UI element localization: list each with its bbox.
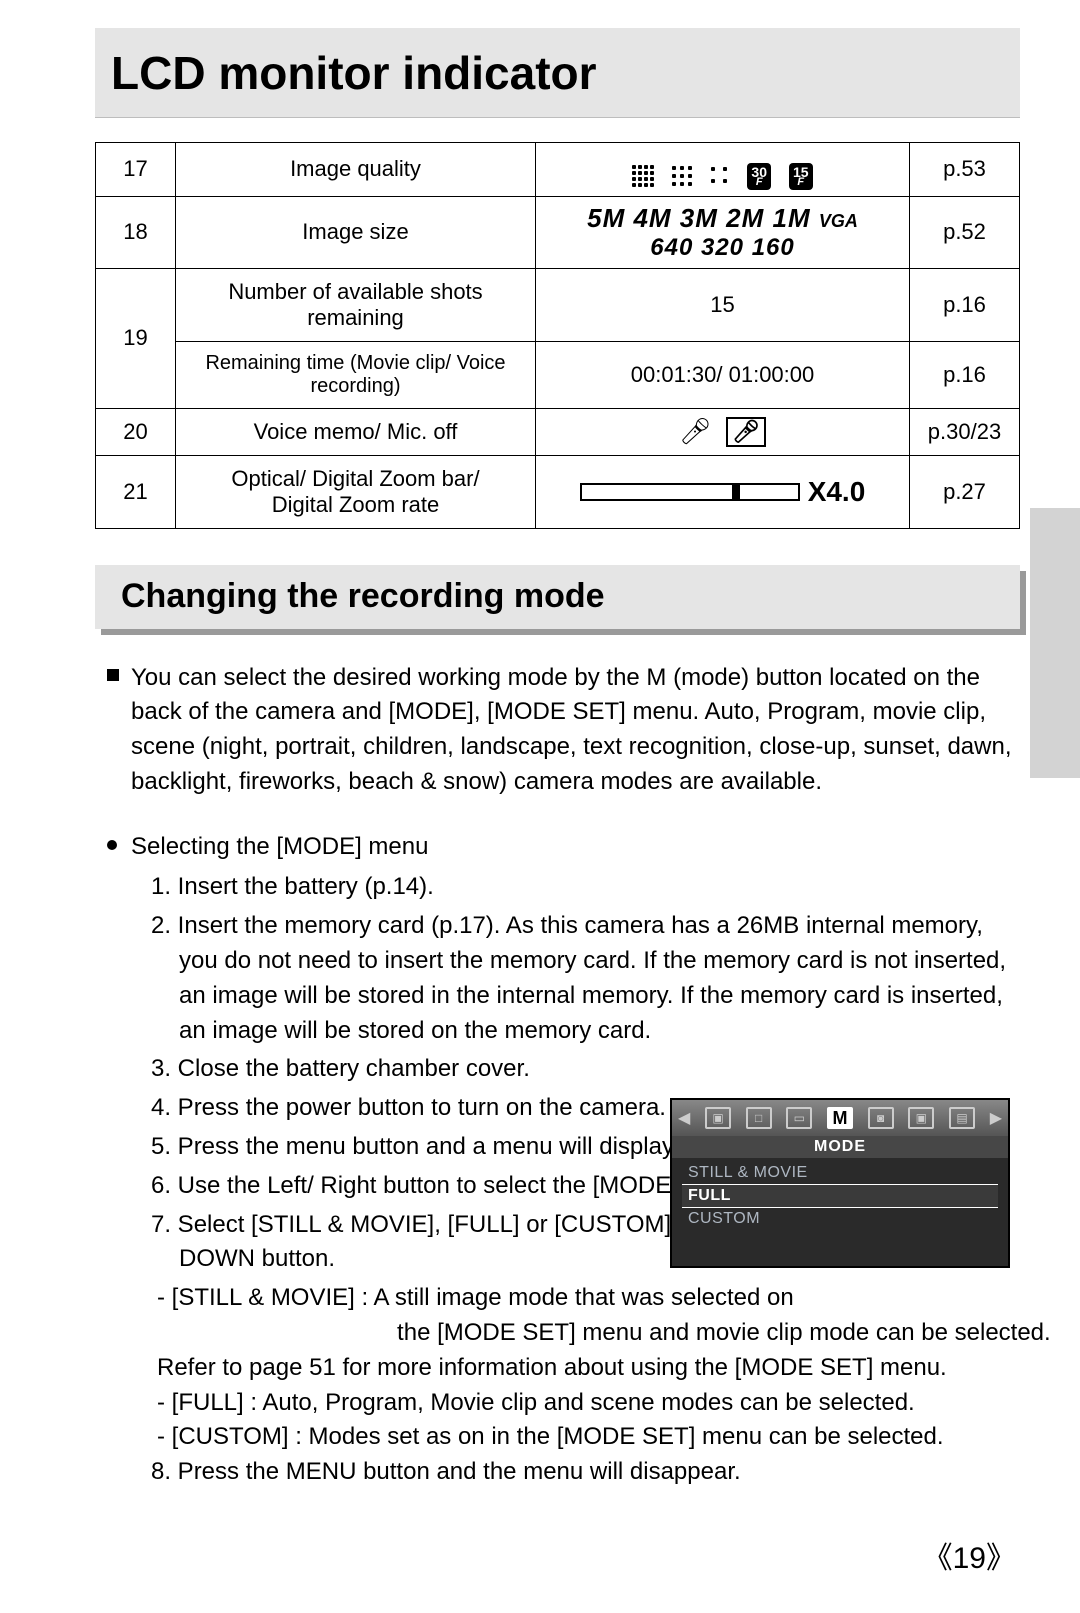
image-size-values: 5M 4M 3M 2M 1M VGA 640 320 160 [536,196,910,268]
remaining-time-value: 00:01:30/ 01:00:00 [536,341,910,408]
step-item: 1. Insert the battery (p.14). [151,870,1020,905]
row-page: p.27 [910,455,1020,528]
page-title-block: LCD monitor indicator [95,28,1020,118]
voice-memo-icons: 🎤︎ 🎤︎ [536,408,910,455]
row-page: p.52 [910,196,1020,268]
page-number: 《19》 [923,1533,1016,1577]
row-num: 19 [96,268,176,408]
fps-30-icon: 30F [747,163,771,190]
row-page: p.16 [910,341,1020,408]
bullet-dot-icon [107,840,117,850]
row-desc: Image quality [176,143,536,197]
mic-off-icon: 🎤︎ [726,417,766,447]
row-desc: Voice memo/ Mic. off [176,408,536,455]
step-item: 2. Insert the memory card (p.17). As thi… [151,909,1020,1048]
indicator-table: 17 Image quality 30F 15F p.53 18 Image s… [95,142,1020,529]
row-desc: Remaining time (Movie clip/ Voice record… [176,341,536,408]
shots-remaining-value: 15 [536,268,910,341]
mode-menu-screenshot: ◀ ▣ □ ▭ M ◙ ▣ ▤ ▶ MODE STILL & MOVIE FUL… [670,1098,1010,1268]
note-item: the [MODE SET] menu and movie clip mode … [157,1316,1020,1351]
intro-paragraph: You can select the desired working mode … [131,664,1012,795]
zoom-bar-icon [580,483,800,501]
row-desc: Image size [176,196,536,268]
note-item: Refer to page 51 for more information ab… [157,1351,1020,1386]
left-arrow-icon: ◀ [678,1108,690,1128]
mode-menu-item: CUSTOM [682,1208,998,1230]
row-page: p.53 [910,143,1020,197]
bullet-square-icon [107,669,119,681]
tab-icon: ▤ [949,1107,975,1129]
zoom-rate-value: X4.0 [808,476,866,508]
body-text: You can select the desired working mode … [95,661,1020,1491]
note-item: - [FULL] : Auto, Program, Movie clip and… [157,1386,1020,1421]
row-num: 17 [96,143,176,197]
mode-menu-title: MODE [672,1136,1008,1158]
tab-icon: □ [746,1107,772,1129]
mode-menu-item-selected: FULL [682,1184,998,1208]
mode-menu-list: STILL & MOVIE FULL CUSTOM [672,1158,1008,1266]
mode-tab-selected: M [827,1107,853,1129]
section-heading: Changing the recording mode [95,565,1020,629]
mic-icon: 🎤︎ [679,416,712,447]
step-item: 3. Close the battery chamber cover. [151,1052,1020,1087]
tab-icon: ▭ [786,1107,812,1129]
page-title: LCD monitor indicator [111,46,597,100]
tab-icon: ▣ [908,1107,934,1129]
step-item: 8. Press the MENU button and the menu wi… [151,1455,1020,1490]
quality-economy-icon [711,167,729,185]
note-item: - [STILL & MOVIE] : A still image mode t… [157,1281,1020,1316]
right-arrow-icon: ▶ [990,1108,1002,1128]
fps-15-icon: 15F [789,163,813,190]
quality-normal-icon [672,166,693,187]
row-page: p.30/23 [910,408,1020,455]
image-quality-icons: 30F 15F [536,143,910,197]
row-num: 18 [96,196,176,268]
subheading: Selecting the [MODE] menu [131,833,428,860]
side-tab [1030,508,1080,778]
steps-list-2: 8. Press the MENU button and the menu wi… [95,1455,1020,1490]
row-desc: Optical/ Digital Zoom bar/ Digital Zoom … [176,455,536,528]
mode-tabs: ◀ ▣ □ ▭ M ◙ ▣ ▤ ▶ [672,1100,1008,1136]
row-page: p.16 [910,268,1020,341]
tab-icon: ▣ [705,1107,731,1129]
note-item: - [CUSTOM] : Modes set as on in the [MOD… [157,1420,1020,1455]
row-desc: Number of available shots remaining [176,268,536,341]
quality-fine-icon [632,165,654,187]
row-num: 21 [96,455,176,528]
tab-icon: ◙ [868,1107,894,1129]
row-num: 20 [96,408,176,455]
notes-list: - [STILL & MOVIE] : A still image mode t… [95,1281,1020,1455]
zoom-bar-cell: X4.0 [536,455,910,528]
mode-menu-item: STILL & MOVIE [682,1162,998,1184]
